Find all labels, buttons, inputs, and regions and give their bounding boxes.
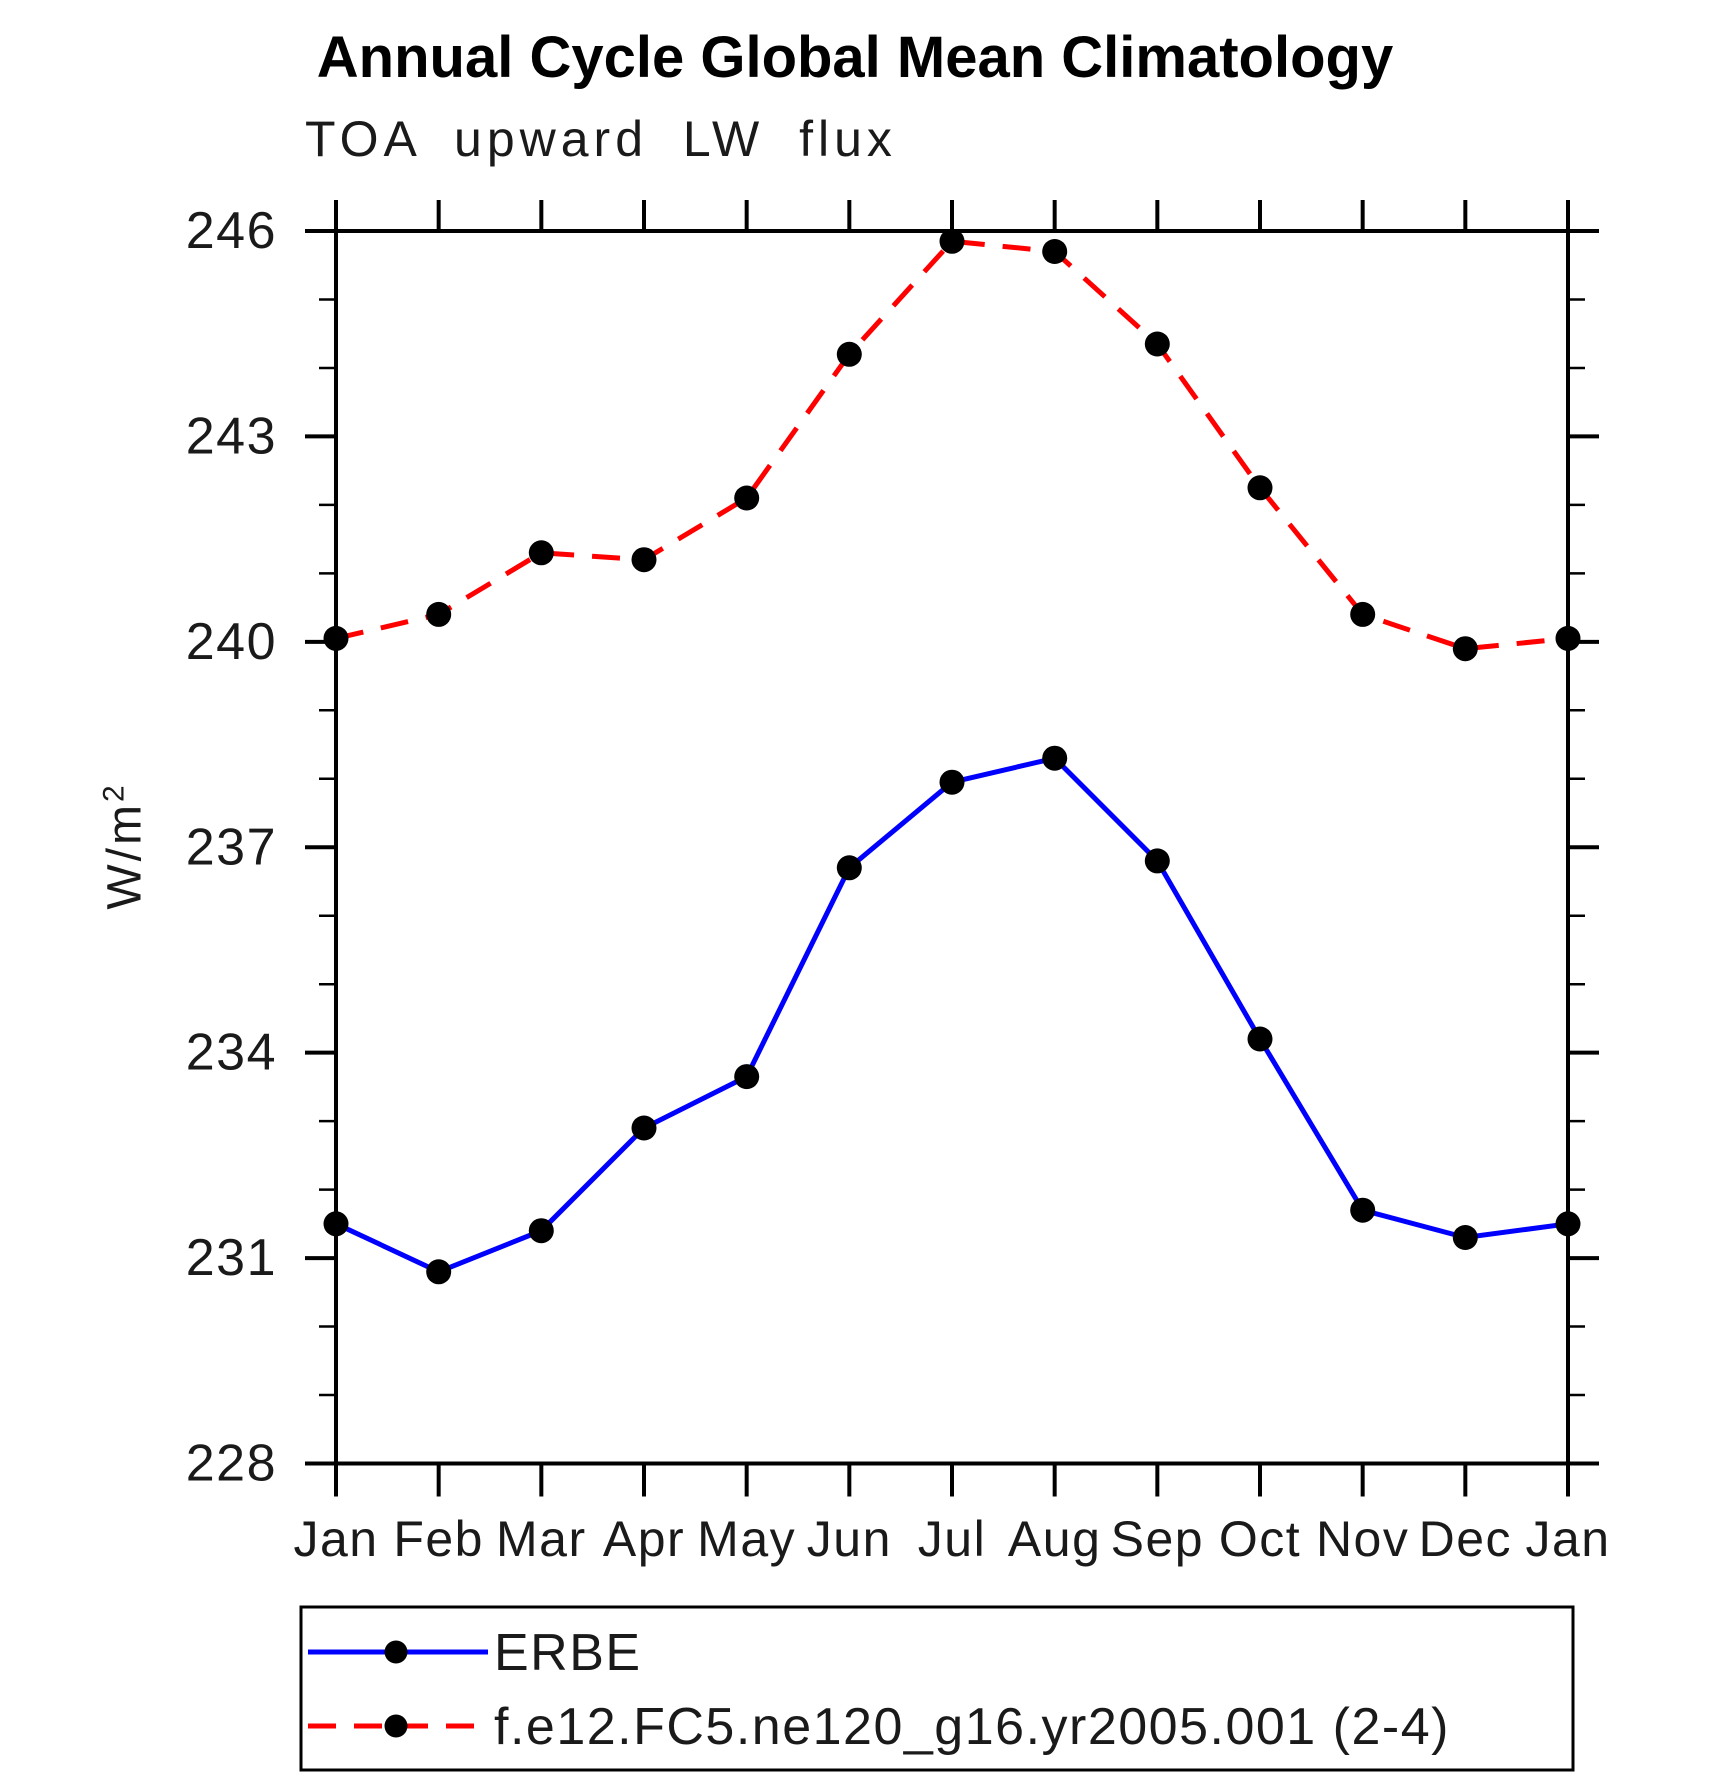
x-axis-tick-label: Jun <box>807 1511 892 1567</box>
y-axis-label: W/m2 <box>97 782 152 910</box>
x-axis-tick-label: Apr <box>603 1511 685 1567</box>
data-point-marker <box>1042 239 1068 264</box>
legend-entry-label: f.e12.FC5.ne120_g16.yr2005.001 (2-4) <box>494 1698 1450 1756</box>
series-line-1 <box>335 238 1569 652</box>
chart-title: Annual Cycle Global Mean Climatology <box>316 25 1394 90</box>
data-point-marker <box>939 769 965 795</box>
y-axis-tick-label: 231 <box>186 1229 277 1287</box>
legend-entry-label: ERBE <box>494 1624 642 1682</box>
data-point-marker <box>734 1064 760 1090</box>
data-point-marker <box>426 1259 452 1285</box>
chart-subtitle: TOA upward LW flux <box>305 111 897 167</box>
y-axis-tick-label: 237 <box>186 818 277 876</box>
x-axis-tick-label: Aug <box>1008 1511 1101 1567</box>
data-point-marker <box>528 540 554 566</box>
data-point-marker <box>323 1211 349 1237</box>
data-point-marker <box>1452 636 1478 662</box>
x-axis-tick-label: May <box>697 1511 796 1567</box>
data-point-marker <box>1144 848 1170 874</box>
data-point-marker <box>734 485 760 511</box>
x-axis-tick-label: Mar <box>496 1511 587 1567</box>
x-axis-tick-label: Feb <box>393 1511 484 1567</box>
x-axis-tick-label: Jan <box>293 1511 378 1567</box>
plot-box <box>334 229 1570 1466</box>
x-axis-tick-label: Dec <box>1419 1511 1512 1567</box>
data-point-marker <box>1350 601 1376 627</box>
data-point-marker <box>1555 1211 1581 1237</box>
y-axis-tick-label: 246 <box>186 202 277 260</box>
data-point-marker <box>836 855 862 881</box>
data-point-marker <box>836 341 862 367</box>
x-axis-tick-label: Jul <box>918 1511 986 1567</box>
x-axis-tick-label: Sep <box>1111 1511 1204 1567</box>
x-axis-tick-label: Oct <box>1219 1511 1301 1567</box>
data-point-marker <box>323 625 349 651</box>
data-point-marker <box>1042 745 1068 771</box>
data-point-marker <box>1452 1225 1478 1250</box>
data-point-marker <box>426 601 452 627</box>
y-axis-label-exponent: 2 <box>97 782 131 803</box>
data-point-marker <box>1247 1026 1273 1052</box>
y-axis-tick-label: 228 <box>186 1435 277 1493</box>
legend-marker-1 <box>384 1714 408 1738</box>
series-line-0 <box>334 755 1569 1275</box>
legend-marker-0 <box>384 1640 408 1664</box>
data-point-marker <box>528 1218 554 1244</box>
data-point-marker <box>1247 475 1273 501</box>
data-point-marker <box>631 1115 657 1141</box>
data-point-marker <box>939 228 965 254</box>
data-point-marker <box>1350 1197 1376 1223</box>
y-axis-tick-label: 240 <box>186 613 277 671</box>
data-point-marker <box>1144 331 1170 357</box>
data-point-marker <box>1555 625 1581 651</box>
y-axis-tick-label: 243 <box>186 407 277 465</box>
y-axis-tick-label: 234 <box>186 1024 277 1082</box>
data-point-marker <box>631 547 657 573</box>
legend-box <box>299 1605 1575 1772</box>
x-axis-tick-label: Nov <box>1316 1511 1409 1567</box>
x-axis-tick-label: Jan <box>1525 1511 1610 1567</box>
